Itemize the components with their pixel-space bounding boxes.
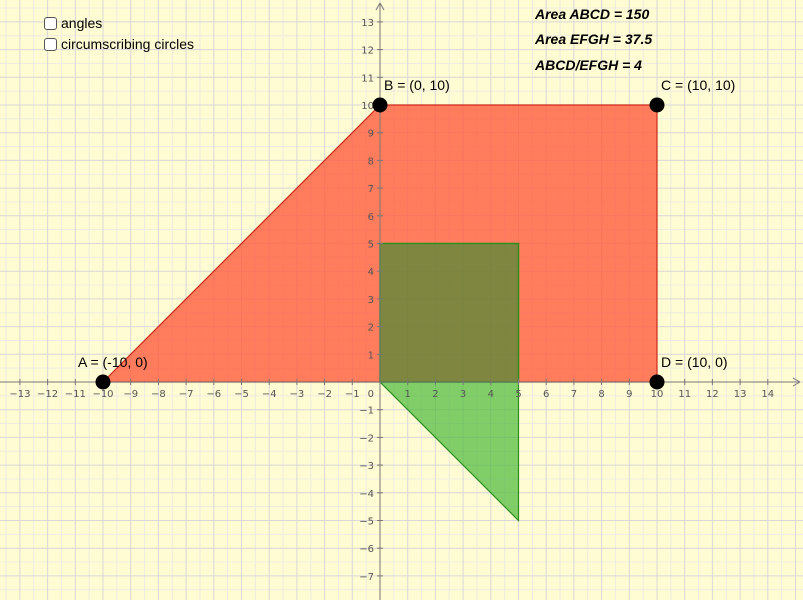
x-tick-label: −13 [9, 389, 30, 400]
x-tick-label: 4 [488, 389, 494, 400]
y-tick-label: −4 [359, 489, 374, 500]
circles-checkbox-row[interactable]: circumscribing circles [44, 36, 194, 52]
x-tick-label: 7 [571, 389, 577, 400]
ratio-text: ABCD/EFGH = 4 [534, 57, 642, 73]
y-tick-label: −6 [359, 544, 374, 555]
y-tick-label: 9 [368, 129, 374, 140]
x-tick-label: −2 [317, 389, 332, 400]
y-tick-label: 10 [361, 101, 374, 112]
x-tick-label: 2 [432, 389, 438, 400]
origin-label: 0 [368, 389, 374, 400]
x-tick-label: 8 [598, 389, 604, 400]
angles-checkbox[interactable] [44, 16, 57, 30]
y-tick-label: −2 [359, 433, 374, 444]
x-tick-label: 12 [706, 389, 719, 400]
y-tick-label: 5 [368, 240, 374, 251]
point-label-a: A = (-10, 0) [78, 354, 148, 370]
y-tick-label: 1 [368, 350, 374, 361]
y-tick-label: −1 [359, 406, 374, 417]
x-axis-arrow [792, 377, 801, 387]
x-tick-label: −6 [206, 389, 221, 400]
x-tick-label: −12 [37, 389, 58, 400]
y-tick-label: 7 [368, 184, 374, 195]
point-a[interactable] [95, 374, 111, 390]
angles-label: angles [61, 15, 103, 31]
y-tick-label: 3 [368, 295, 374, 306]
y-tick-label: −3 [359, 461, 374, 472]
x-tick-label: 9 [626, 389, 632, 400]
x-tick-label: −5 [234, 389, 249, 400]
x-tick-label: 6 [543, 389, 549, 400]
x-tick-label: 10 [651, 389, 664, 400]
y-tick-label: −7 [359, 572, 374, 583]
x-tick-label: −9 [123, 389, 138, 400]
y-tick-label: 13 [361, 18, 374, 29]
point-b[interactable] [372, 97, 388, 113]
circles-checkbox[interactable] [44, 37, 57, 51]
tick-labels: −13 −12 −11 −10 −9 −8 −7 −6 −5 −4 −3 −2 −1 1 2 3 4 5 6 7 8 9 1… [9, 18, 774, 583]
x-tick-label: 11 [678, 389, 691, 400]
angles-checkbox-row[interactable]: angles [44, 15, 102, 31]
point-c[interactable] [649, 97, 665, 113]
x-tick-label: 1 [405, 389, 411, 400]
point-d[interactable] [649, 374, 665, 390]
x-tick-label: −8 [151, 389, 166, 400]
y-tick-label: 6 [368, 212, 374, 223]
area-abcd-text: Area ABCD = 150 [534, 6, 649, 22]
y-axis-arrow [375, 2, 385, 11]
point-label-d: D = (10, 0) [661, 354, 728, 370]
points-layer [95, 97, 665, 390]
x-tick-label: 13 [734, 389, 747, 400]
x-tick-label: 5 [515, 389, 521, 400]
area-readouts: Area ABCD = 150 Area EFGH = 37.5 ABCD/EF… [534, 6, 652, 73]
point-label-c: C = (10, 10) [661, 77, 735, 93]
x-tick-label: 3 [460, 389, 466, 400]
point-labels: A = (-10, 0) B = (0, 10) C = (10, 10) D = (… [78, 77, 735, 370]
y-tick-label: 12 [361, 46, 374, 57]
x-tick-label: −4 [262, 389, 277, 400]
x-tick-label: −1 [345, 389, 360, 400]
circles-label: circumscribing circles [61, 36, 195, 52]
x-tick-label: 14 [761, 389, 774, 400]
y-tick-label: 8 [368, 156, 374, 167]
x-tick-label: −7 [179, 389, 194, 400]
point-label-b: B = (0, 10) [384, 77, 450, 93]
square-efgh-part[interactable] [379, 242, 520, 383]
y-tick-label: 11 [361, 73, 374, 84]
x-tick-label: −3 [290, 389, 305, 400]
area-efgh-text: Area EFGH = 37.5 [534, 31, 652, 47]
x-tick-label: −10 [92, 389, 113, 400]
y-tick-label: 4 [368, 267, 374, 278]
y-tick-label: −5 [359, 517, 374, 528]
x-tick-label: −11 [65, 389, 86, 400]
y-tick-label: 2 [368, 323, 374, 334]
